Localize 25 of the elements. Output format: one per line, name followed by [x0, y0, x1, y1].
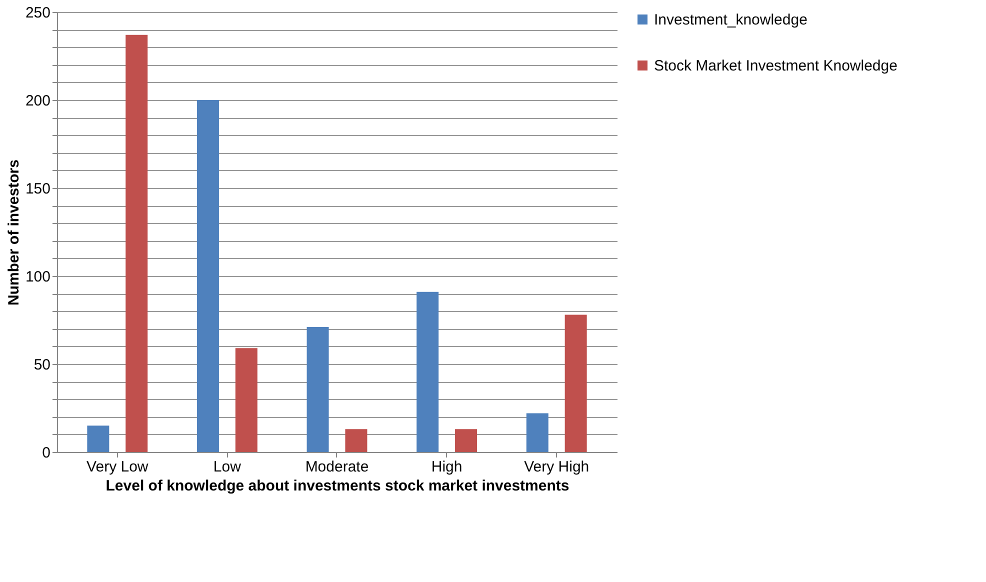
y-tick-label: 50	[34, 356, 50, 374]
bar	[306, 327, 329, 452]
legend-label: Investment_knowledge	[654, 12, 808, 28]
x-tick-label: Moderate	[305, 458, 369, 476]
bar	[345, 429, 368, 452]
y-tick-label: 150	[25, 180, 50, 198]
y-axis-title: Number of investors	[5, 160, 22, 306]
bar	[526, 413, 548, 452]
x-tick-label: Very High	[524, 458, 590, 476]
bar	[235, 348, 258, 452]
x-tick-label: High	[431, 458, 462, 476]
bar	[87, 426, 110, 452]
x-axis-title: Level of knowledge about investments stock market investments	[106, 478, 570, 494]
y-tick-label: 250	[25, 4, 50, 22]
bar	[455, 429, 478, 452]
bar	[196, 100, 219, 452]
x-tick-label: Low	[213, 458, 242, 476]
bar	[416, 292, 439, 452]
legend-label: Stock Market Investment Knowledge	[654, 58, 898, 74]
bar	[126, 34, 148, 452]
y-tick-label: 200	[25, 92, 50, 110]
x-tick-label: Very Low	[86, 458, 148, 476]
y-tick-label: 100	[25, 268, 50, 286]
bar	[564, 314, 587, 452]
y-tick-label: 0	[42, 444, 50, 462]
